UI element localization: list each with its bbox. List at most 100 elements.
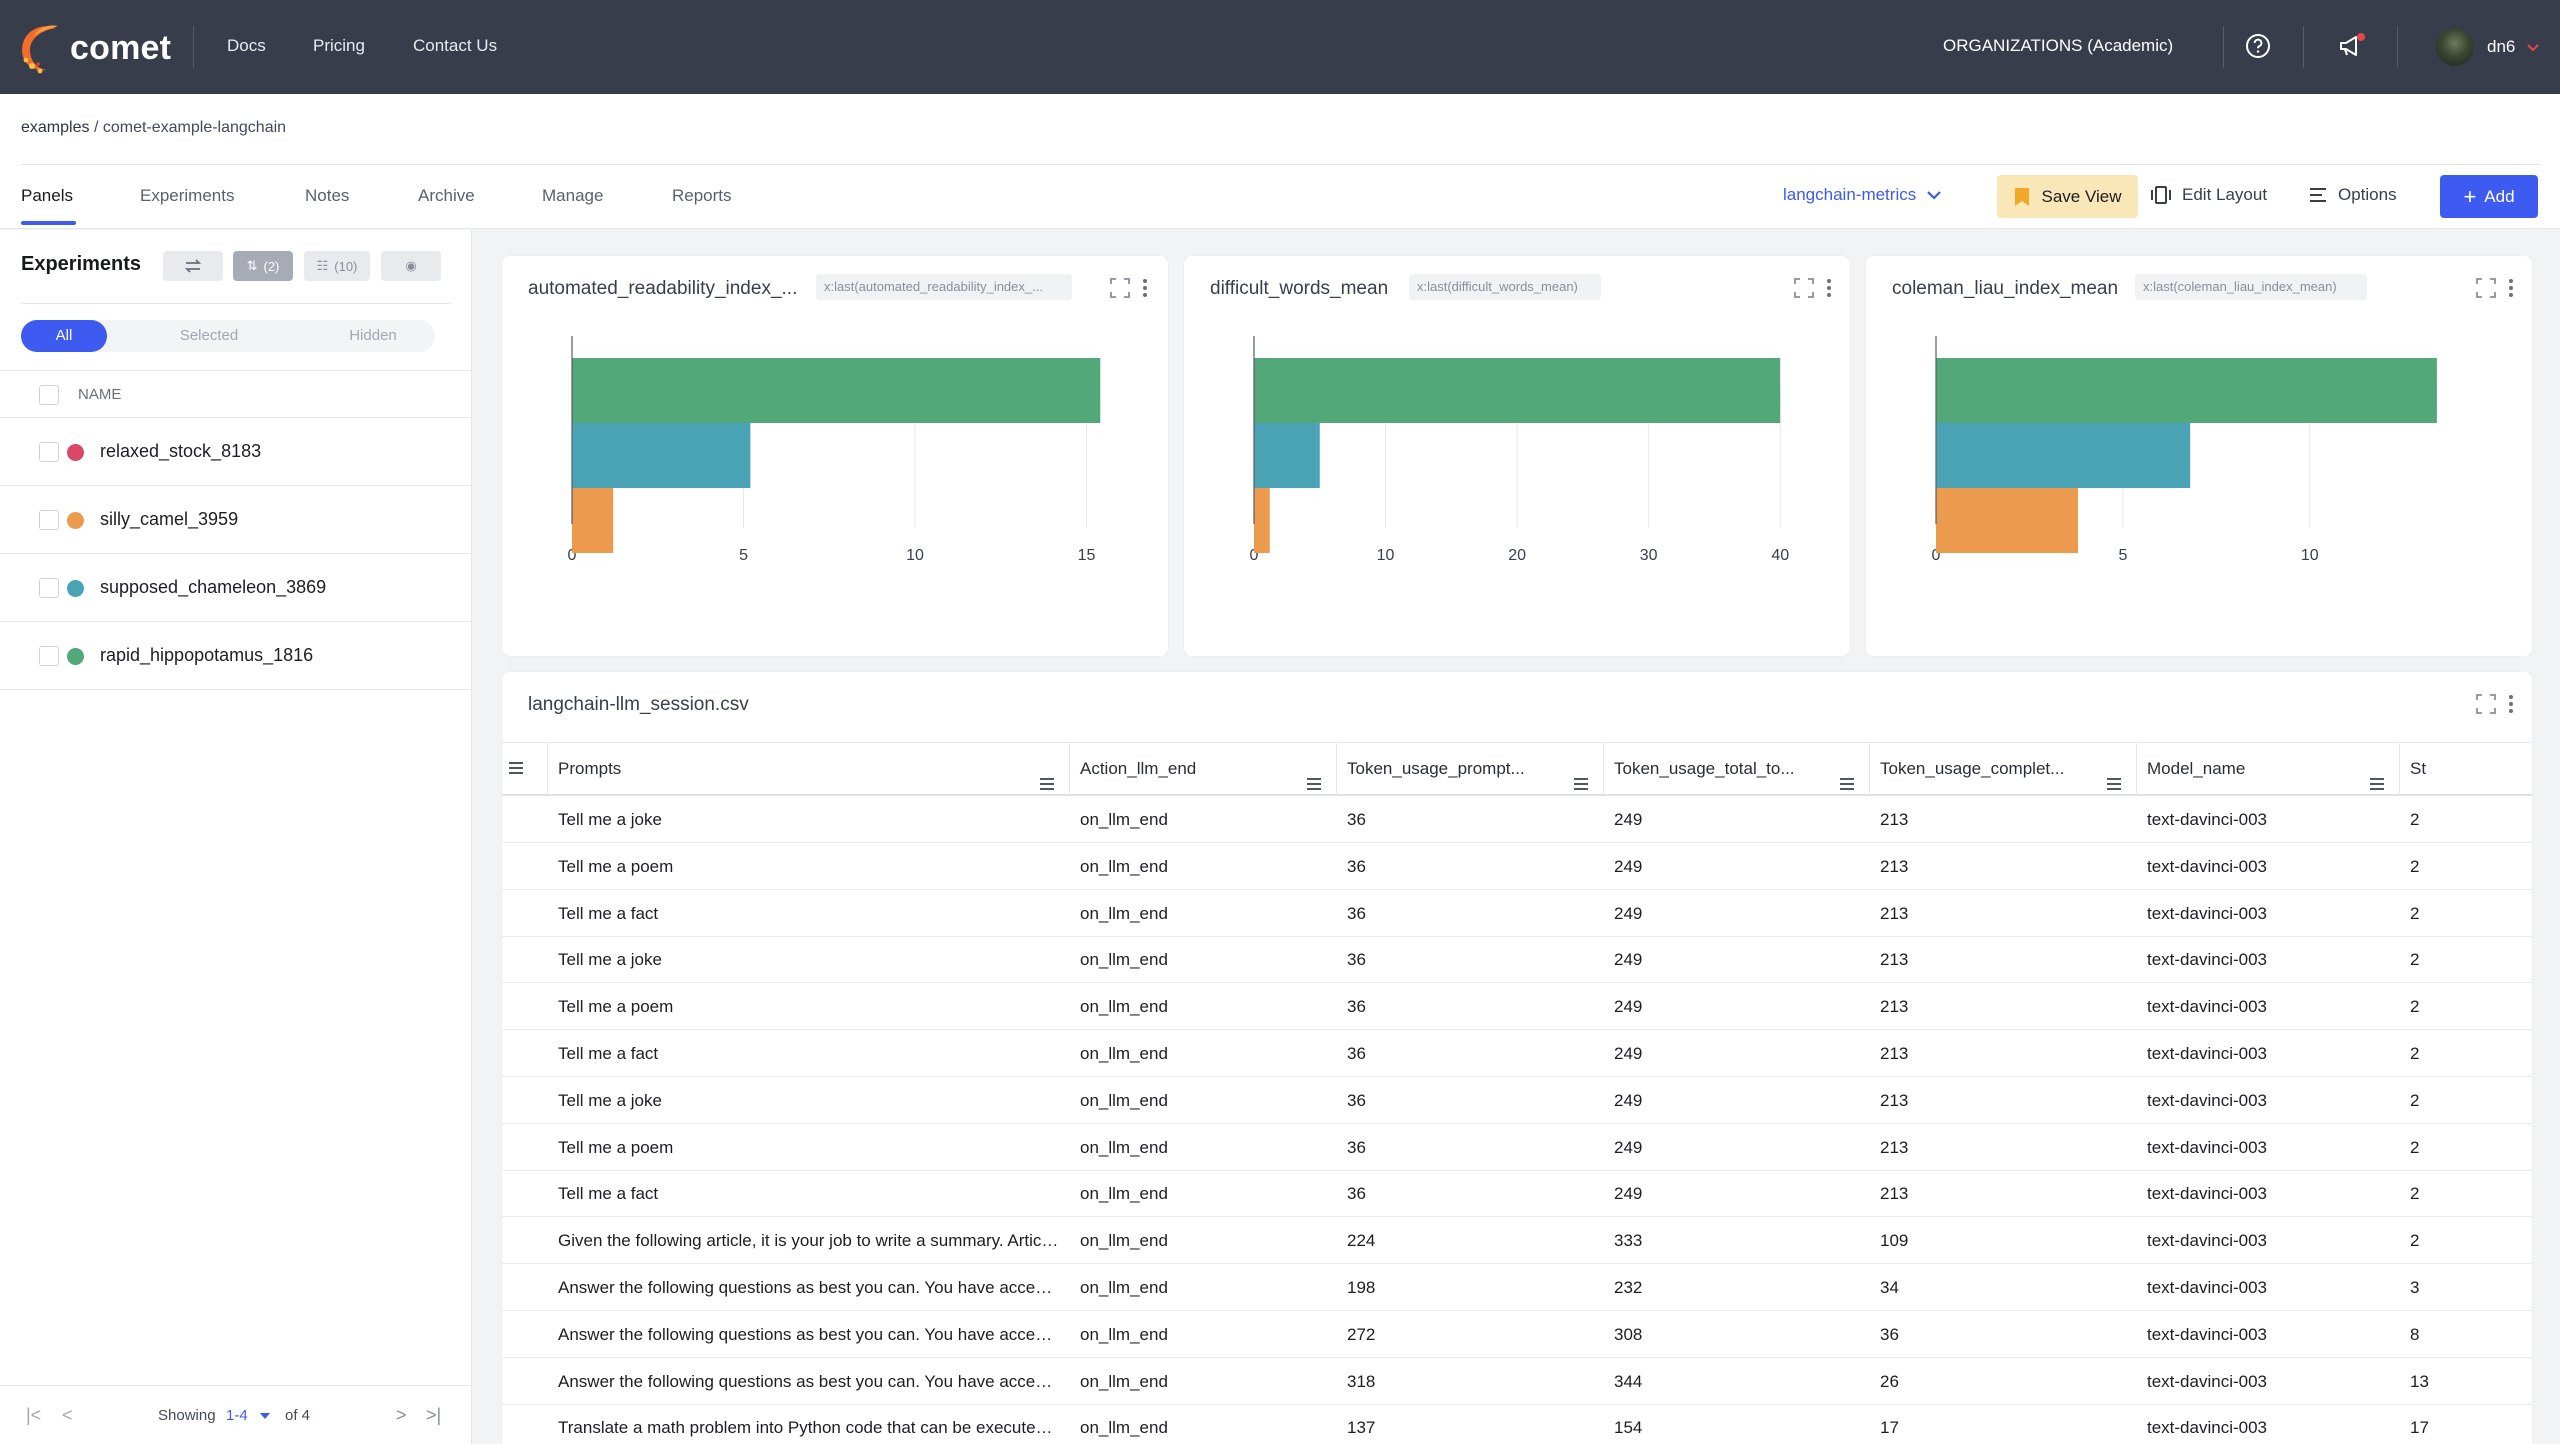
table-cell: text-davinci-003 bbox=[2147, 1184, 2268, 1204]
bar[interactable] bbox=[1254, 423, 1320, 488]
chevron-down-icon[interactable] bbox=[2527, 44, 2539, 52]
more-vertical-icon[interactable] bbox=[1142, 278, 1148, 298]
group-by-button[interactable]: ⇅ (2) bbox=[233, 251, 293, 281]
table-row[interactable]: Answer the following questions as best y… bbox=[502, 1264, 2532, 1311]
table-row[interactable]: Tell me a fact on_llm_end 36 249 213 text-dav… bbox=[502, 1170, 2532, 1218]
experiment-row[interactable]: relaxed_stock_8183 bbox=[0, 418, 472, 486]
experiment-checkbox[interactable] bbox=[39, 442, 59, 462]
user-avatar[interactable] bbox=[2436, 28, 2474, 66]
tab-manage[interactable]: Manage bbox=[542, 186, 604, 205]
expand-icon[interactable] bbox=[1110, 278, 1130, 298]
first-page-icon[interactable]: |< bbox=[26, 1405, 42, 1425]
save-view-button[interactable]: Save View bbox=[1997, 175, 2138, 218]
column-menu-icon[interactable] bbox=[2106, 760, 2122, 812]
expand-icon[interactable] bbox=[2476, 278, 2496, 298]
table-row[interactable]: Given the following article, it is your … bbox=[502, 1217, 2532, 1265]
tab-reports[interactable]: Reports bbox=[672, 186, 732, 205]
tab-experiments[interactable]: Experiments bbox=[140, 186, 235, 205]
table-row[interactable]: Translate a math problem into Python cod… bbox=[502, 1404, 2532, 1444]
experiment-name[interactable]: rapid_hippopotamus_1816 bbox=[100, 645, 314, 665]
last-page-icon[interactable]: >| bbox=[426, 1405, 442, 1425]
table-row[interactable]: Tell me a poem on_llm_end 36 249 213 text-dav… bbox=[502, 983, 2532, 1031]
columns-button[interactable]: ☷ (10) bbox=[304, 251, 370, 281]
bar[interactable] bbox=[1254, 488, 1270, 553]
column-header[interactable]: Token_usage_total_to... bbox=[1604, 743, 1870, 795]
filter-toggle-button[interactable] bbox=[163, 251, 223, 281]
column-header[interactable]: Action_llm_end bbox=[1070, 743, 1337, 795]
table-cell: 36 bbox=[1347, 997, 1366, 1017]
tab-panels[interactable]: Panels bbox=[21, 186, 73, 205]
nav-contact-link[interactable]: Contact Us bbox=[413, 36, 498, 55]
more-vertical-icon[interactable] bbox=[2508, 278, 2514, 298]
visibility-button[interactable]: ◉ bbox=[381, 251, 441, 281]
table-row[interactable]: Tell me a fact on_llm_end 36 249 213 text-dav… bbox=[502, 1030, 2532, 1077]
column-menu-icon[interactable] bbox=[1306, 760, 1322, 812]
nav-pricing-link[interactable]: Pricing bbox=[313, 36, 365, 55]
column-header[interactable]: St bbox=[2400, 743, 2532, 795]
bar[interactable] bbox=[572, 488, 614, 553]
experiment-name[interactable]: silly_camel_3959 bbox=[100, 509, 239, 529]
table-row[interactable]: Answer the following questions as best y… bbox=[502, 1311, 2532, 1358]
view-selector[interactable]: langchain-metrics bbox=[1783, 185, 1942, 205]
options-button[interactable]: Options bbox=[2308, 185, 2397, 205]
experiment-checkbox[interactable] bbox=[39, 578, 59, 598]
experiment-row[interactable]: silly_camel_3959 bbox=[0, 486, 472, 554]
announcements-icon[interactable] bbox=[2336, 30, 2368, 62]
bar[interactable] bbox=[1936, 423, 2191, 488]
comet-logo[interactable]: comet bbox=[18, 22, 171, 74]
bar[interactable] bbox=[572, 423, 751, 488]
expand-icon[interactable] bbox=[1794, 278, 1814, 298]
filter-selected[interactable]: Selected bbox=[179, 327, 239, 344]
table-row[interactable]: Answer the following questions as best y… bbox=[502, 1358, 2532, 1405]
select-all-checkbox[interactable] bbox=[39, 385, 59, 405]
help-icon[interactable] bbox=[2242, 30, 2274, 62]
experiment-name[interactable]: relaxed_stock_8183 bbox=[100, 441, 262, 461]
column-menu-icon[interactable] bbox=[1573, 760, 1589, 812]
nav-docs-link[interactable]: Docs bbox=[227, 36, 266, 55]
edit-layout-button[interactable]: Edit Layout bbox=[2150, 185, 2267, 205]
table-row[interactable]: Tell me a joke on_llm_end 36 249 213 text-dav… bbox=[502, 936, 2532, 984]
experiment-checkbox[interactable] bbox=[39, 510, 59, 530]
column-header[interactable]: Prompts bbox=[548, 743, 1070, 795]
table-cell: 2 bbox=[2410, 950, 2420, 970]
expand-icon[interactable] bbox=[2476, 694, 2496, 714]
bar[interactable] bbox=[1936, 358, 2437, 423]
bar[interactable] bbox=[1936, 488, 2079, 553]
experiment-name[interactable]: supposed_chameleon_3869 bbox=[100, 577, 327, 597]
column-header[interactable]: Token_usage_complet... bbox=[1870, 743, 2137, 795]
breadcrumb-project[interactable]: comet-example-langchain bbox=[102, 119, 287, 136]
table-row[interactable]: Tell me a joke on_llm_end 36 249 213 text-dav… bbox=[502, 796, 2532, 843]
column-menu-icon[interactable] bbox=[1839, 760, 1855, 812]
row-menu-header[interactable] bbox=[502, 743, 548, 795]
more-vertical-icon[interactable] bbox=[1826, 278, 1832, 298]
tab-notes[interactable]: Notes bbox=[305, 186, 350, 205]
breadcrumb-workspace[interactable]: examples bbox=[21, 119, 90, 136]
experiment-row[interactable]: rapid_hippopotamus_1816 bbox=[0, 622, 472, 690]
user-menu[interactable]: dn6 bbox=[2487, 37, 2516, 56]
bar[interactable] bbox=[572, 358, 1101, 423]
filter-hidden[interactable]: Hidden bbox=[349, 327, 397, 344]
prev-page-icon[interactable]: < bbox=[62, 1405, 73, 1425]
organization-switcher[interactable]: ORGANIZATIONS (Academic) bbox=[1943, 36, 2174, 55]
more-vertical-icon[interactable] bbox=[2508, 694, 2514, 714]
next-page-icon[interactable]: > bbox=[396, 1405, 407, 1425]
caret-down-icon[interactable] bbox=[260, 1413, 270, 1420]
table-row[interactable]: Tell me a poem on_llm_end 36 249 213 text-dav… bbox=[502, 1124, 2532, 1171]
x-tick-label: 5 bbox=[739, 547, 748, 564]
table-row[interactable]: Tell me a fact on_llm_end 36 249 213 text-dav… bbox=[502, 890, 2532, 937]
column-name-header[interactable]: NAME bbox=[78, 386, 122, 403]
experiment-row[interactable]: supposed_chameleon_3869 bbox=[0, 554, 472, 622]
add-button[interactable]: + Add bbox=[2440, 175, 2538, 218]
table-row[interactable]: Tell me a poem on_llm_end 36 249 213 text-dav… bbox=[502, 843, 2532, 890]
column-menu-icon[interactable] bbox=[1039, 760, 1055, 812]
experiment-checkbox[interactable] bbox=[39, 646, 59, 666]
column-header[interactable]: Token_usage_prompt... bbox=[1337, 743, 1604, 795]
filter-all[interactable]: All bbox=[21, 320, 107, 352]
column-header[interactable]: Model_name bbox=[2137, 743, 2400, 795]
table-row[interactable]: Tell me a joke on_llm_end 36 249 213 text-dav… bbox=[502, 1077, 2532, 1124]
column-menu-icon[interactable] bbox=[2369, 760, 2385, 812]
bar[interactable] bbox=[1254, 358, 1781, 423]
tab-archive[interactable]: Archive bbox=[418, 186, 475, 205]
table-cell: 249 bbox=[1614, 950, 1643, 970]
pagination-range[interactable]: 1-4 bbox=[226, 1407, 248, 1424]
